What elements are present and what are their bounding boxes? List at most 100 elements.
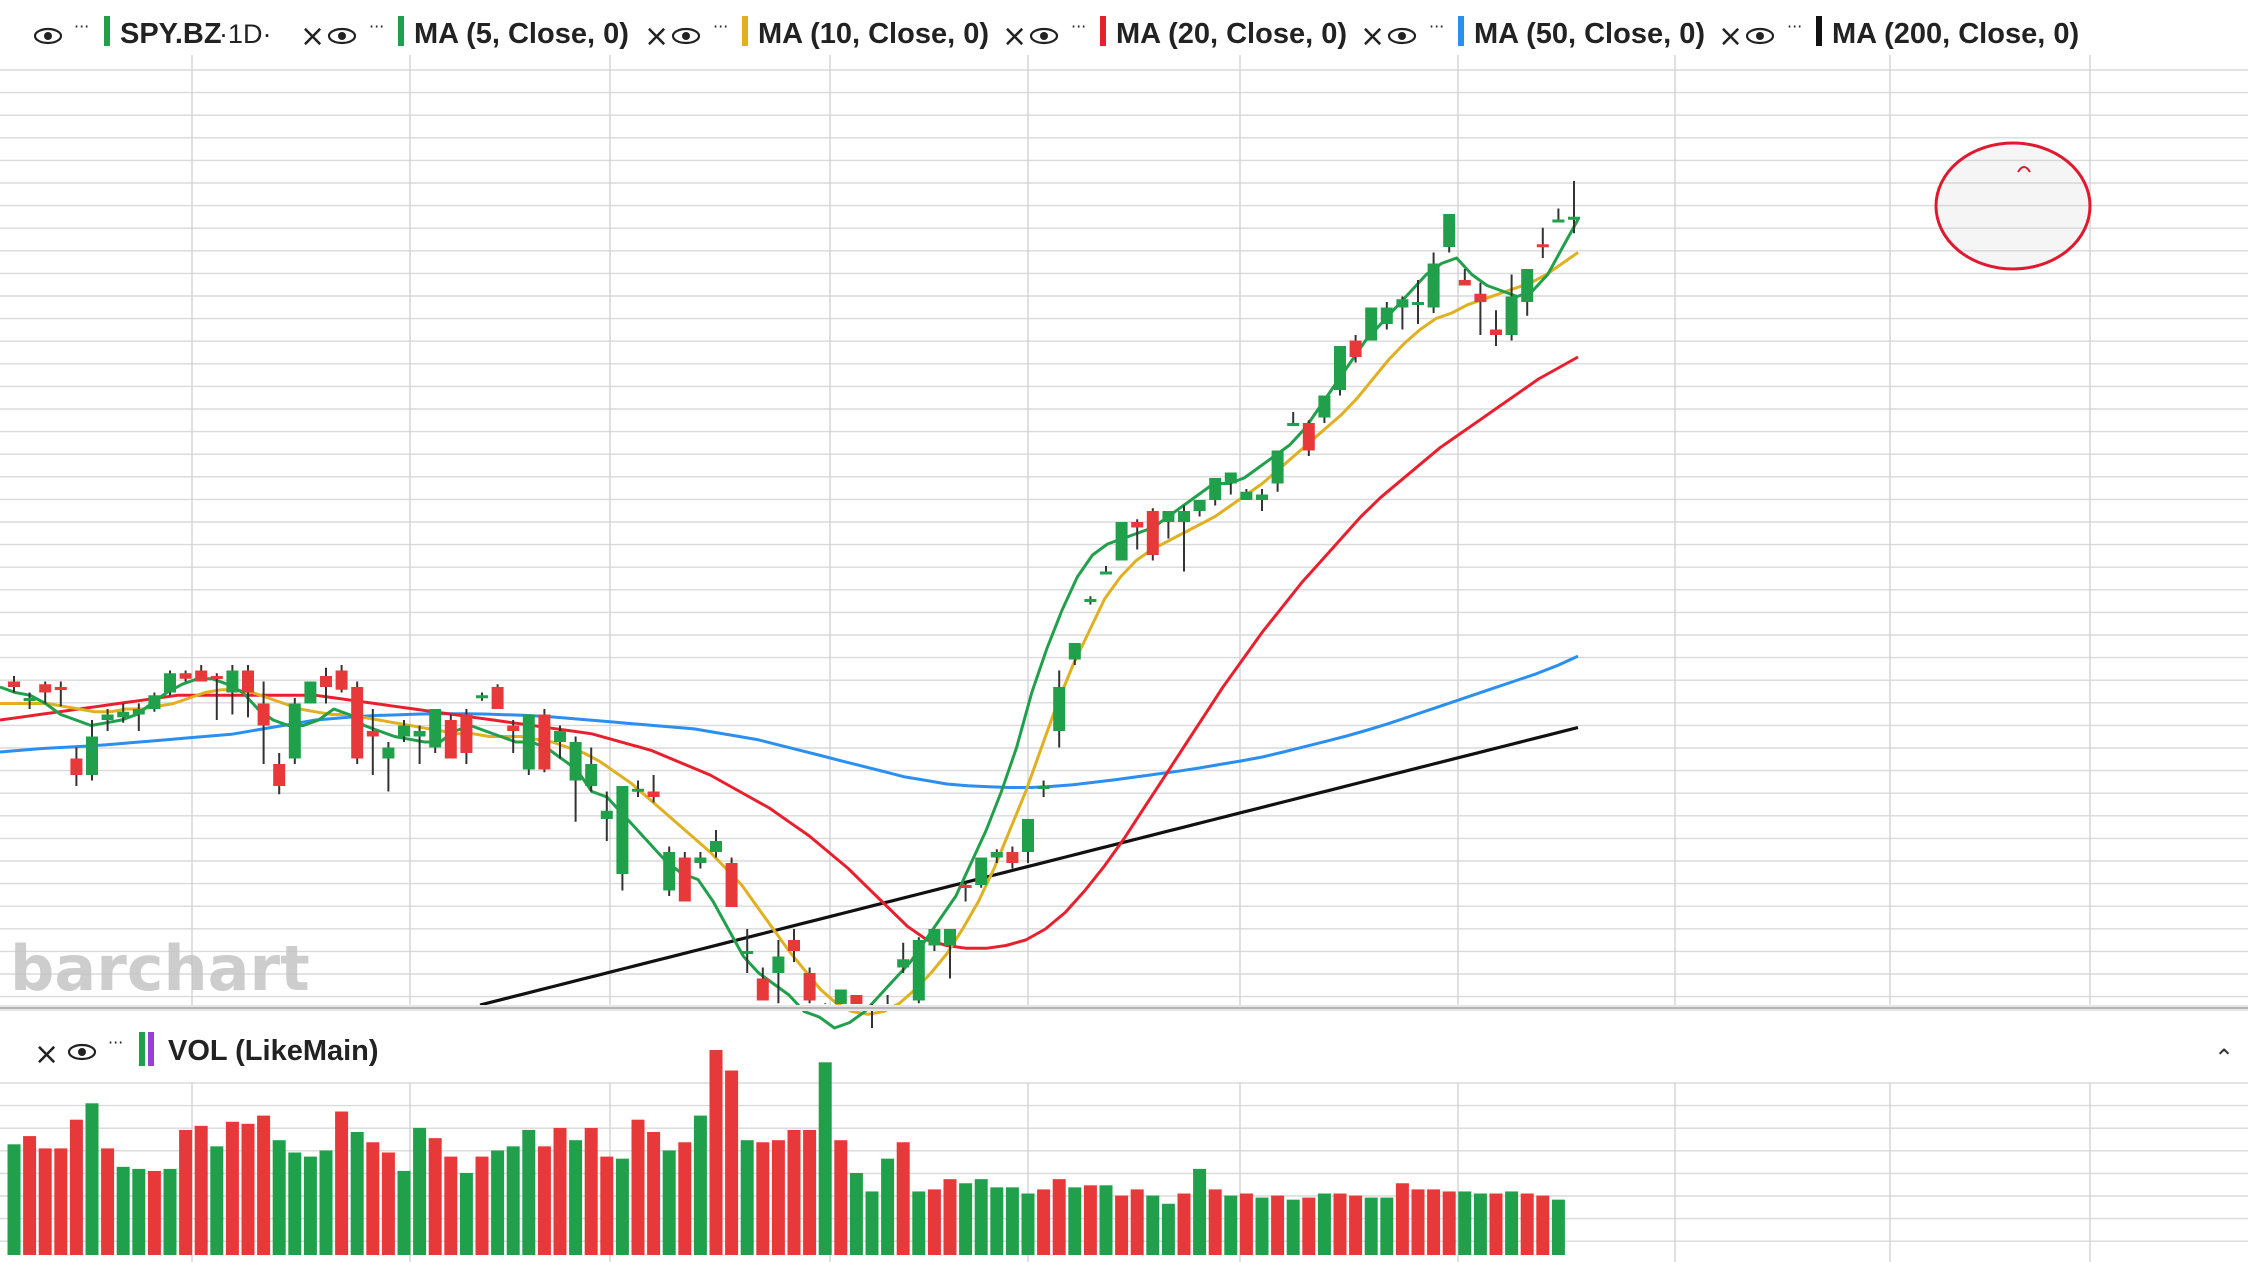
candle bbox=[1490, 310, 1502, 346]
candle-body bbox=[1115, 522, 1128, 561]
volume-alt-color-swatch bbox=[148, 1032, 154, 1066]
symbol-legend[interactable]: ··· SPY.BZ ·1D· bbox=[33, 16, 272, 50]
more-icon[interactable]: ··· bbox=[74, 17, 89, 36]
volume-bar bbox=[116, 1166, 130, 1255]
alert-arc-icon bbox=[2017, 166, 2031, 173]
close-icon[interactable]: × bbox=[1360, 19, 1385, 54]
candle bbox=[117, 703, 130, 723]
candle-body bbox=[1287, 423, 1300, 426]
close-icon[interactable]: × bbox=[34, 1037, 59, 1072]
volume-bar bbox=[927, 1189, 941, 1255]
candle bbox=[429, 709, 442, 753]
volume-bar bbox=[1302, 1197, 1316, 1255]
indicator-legend-2[interactable]: × ··· MA (10, Close, 0) bbox=[644, 16, 989, 54]
close-icon[interactable]: × bbox=[1718, 19, 1743, 54]
candle-body bbox=[1162, 511, 1175, 522]
candle-body bbox=[990, 852, 1003, 858]
close-icon[interactable]: × bbox=[1002, 19, 1027, 54]
candle-body bbox=[1412, 302, 1424, 305]
candle-body bbox=[959, 885, 972, 888]
volume-bar bbox=[272, 1140, 286, 1255]
volume-bar bbox=[1286, 1199, 1300, 1255]
candle-body bbox=[429, 709, 442, 748]
volume-bar bbox=[225, 1121, 239, 1255]
volume-bar bbox=[693, 1115, 707, 1255]
more-icon[interactable]: ··· bbox=[1429, 17, 1444, 36]
volume-bar bbox=[1349, 1195, 1363, 1255]
volume-legend[interactable]: × ··· VOL (LikeMain) ⌃ bbox=[34, 1032, 2234, 1072]
candle-body bbox=[725, 863, 738, 907]
candle bbox=[304, 681, 317, 704]
candle-body bbox=[1209, 478, 1222, 500]
candle-body bbox=[944, 929, 956, 946]
candle-body bbox=[538, 714, 551, 770]
candle bbox=[382, 742, 395, 792]
eye-icon[interactable] bbox=[1387, 27, 1417, 45]
indicator-legend-5[interactable]: × ··· MA (200, Close, 0) bbox=[1718, 16, 2079, 54]
candle-body bbox=[554, 731, 566, 742]
eye-icon[interactable] bbox=[1745, 27, 1775, 45]
candle bbox=[1146, 508, 1159, 561]
indicator-legend-4[interactable]: × ··· MA (50, Close, 0) bbox=[1360, 16, 1705, 54]
candle-body bbox=[1006, 852, 1019, 863]
volume-bar bbox=[147, 1170, 161, 1255]
candle bbox=[460, 709, 473, 764]
candle-body bbox=[335, 670, 348, 690]
more-icon[interactable]: ··· bbox=[108, 1033, 123, 1052]
volume-bar bbox=[350, 1132, 364, 1255]
volume-bar bbox=[54, 1148, 68, 1255]
highlight-circle bbox=[1934, 141, 2092, 271]
candle-body bbox=[1568, 216, 1580, 220]
candle bbox=[195, 665, 208, 682]
eye-icon[interactable] bbox=[33, 27, 63, 45]
candle-body bbox=[1068, 643, 1081, 660]
collapse-icon[interactable]: ⌃ bbox=[2214, 1044, 2234, 1072]
more-icon[interactable]: ··· bbox=[1071, 17, 1086, 36]
candle-body bbox=[460, 714, 473, 753]
candle bbox=[522, 714, 535, 775]
volume-bar bbox=[1317, 1193, 1331, 1255]
more-icon[interactable]: ··· bbox=[369, 17, 384, 36]
volume-bar bbox=[1224, 1195, 1238, 1255]
candle bbox=[164, 670, 176, 696]
volume-bar bbox=[1536, 1195, 1550, 1255]
more-icon[interactable]: ··· bbox=[713, 17, 728, 36]
volume-bar bbox=[787, 1129, 801, 1255]
candle-body bbox=[273, 764, 286, 786]
volume-bar bbox=[1146, 1195, 1160, 1255]
candle-body bbox=[647, 791, 660, 797]
candle bbox=[288, 698, 301, 764]
candle-body bbox=[616, 786, 629, 874]
candle-body bbox=[1318, 395, 1331, 418]
candle bbox=[944, 929, 956, 979]
volume-bar bbox=[1395, 1183, 1409, 1255]
indicator-legend-1[interactable]: × ··· MA (5, Close, 0) bbox=[300, 16, 629, 54]
candle bbox=[54, 681, 67, 707]
candle-body bbox=[54, 687, 67, 690]
volume-bar bbox=[1551, 1199, 1565, 1255]
indicator-legend-3[interactable]: × ··· MA (20, Close, 0) bbox=[1002, 16, 1347, 54]
indicator-label: MA (50, Close, 0) bbox=[1474, 18, 1705, 50]
close-icon[interactable]: × bbox=[300, 19, 325, 54]
candle-body bbox=[1365, 307, 1378, 341]
candle bbox=[476, 692, 488, 701]
candle-body bbox=[179, 673, 192, 679]
volume-bar bbox=[335, 1111, 349, 1255]
indicator-color-swatch bbox=[1816, 16, 1822, 46]
candle bbox=[725, 857, 738, 907]
eye-icon[interactable] bbox=[1029, 27, 1059, 45]
more-icon[interactable]: ··· bbox=[1787, 17, 1802, 36]
eye-icon[interactable] bbox=[327, 27, 357, 45]
candle bbox=[788, 929, 800, 962]
indicator-color-swatch bbox=[1458, 16, 1464, 46]
volume-bar bbox=[756, 1142, 770, 1255]
candle-body bbox=[1302, 423, 1315, 451]
candle-body bbox=[1334, 346, 1346, 390]
close-icon[interactable]: × bbox=[644, 19, 669, 54]
candle-body bbox=[585, 764, 598, 786]
candle-body bbox=[1037, 786, 1050, 789]
candle-body bbox=[1427, 263, 1440, 308]
eye-icon[interactable] bbox=[671, 27, 701, 45]
eye-icon[interactable] bbox=[67, 1043, 97, 1061]
